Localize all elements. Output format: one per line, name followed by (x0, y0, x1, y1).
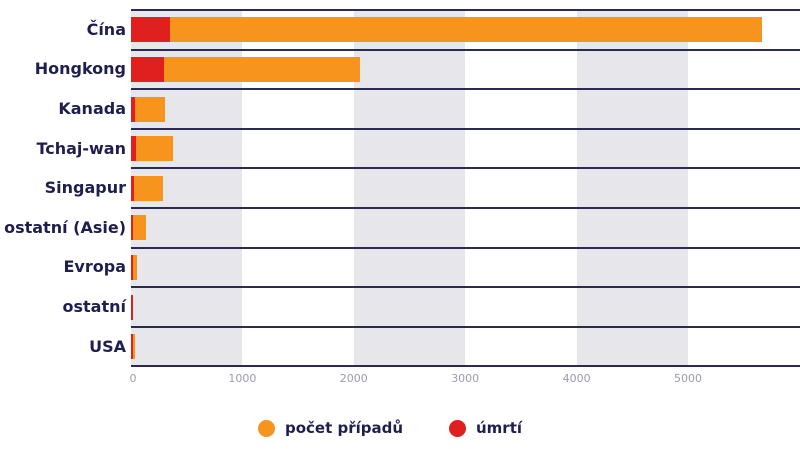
bar-deaths (131, 215, 133, 241)
x-tick-label: 1000 (228, 372, 257, 385)
row-divider (131, 9, 800, 11)
category-label: USA (89, 336, 126, 356)
bar-deaths (131, 334, 133, 360)
category-label: Tchaj-wan (36, 138, 126, 158)
bar-deaths (131, 17, 170, 43)
row-divider (131, 325, 800, 328)
bar-cases (131, 334, 135, 360)
grid-band (353, 10, 466, 366)
x-tick-label: 0 (129, 372, 137, 385)
category-label: Čína (86, 19, 126, 39)
row-divider (131, 365, 800, 368)
bar-cases (131, 96, 165, 122)
bar-deaths (131, 56, 164, 82)
category-label: Evropa (63, 257, 127, 277)
x-tick-label: 4000 (562, 372, 591, 385)
bar-deaths (131, 136, 136, 162)
row-divider (131, 286, 800, 289)
bar-cases (131, 175, 163, 201)
bar-cases (131, 254, 137, 280)
legend-label-deaths: úmrtí (476, 419, 523, 437)
legend-item-deaths: úmrtí (449, 419, 522, 437)
bar-cases (131, 136, 173, 162)
grid-band (576, 10, 688, 366)
row-divider (131, 88, 800, 91)
legend-label-cases: počet případů (285, 419, 404, 437)
row-divider (131, 167, 800, 170)
x-tick-label: 5000 (674, 372, 702, 385)
row-divider (131, 207, 800, 209)
cases-dot-icon (258, 419, 275, 437)
row-divider (131, 48, 800, 51)
bar-deaths (131, 175, 135, 201)
legend-item-cases: počet případů (258, 419, 403, 437)
category-label: Kanada (58, 99, 126, 118)
bar-cases (131, 17, 762, 43)
row-divider (131, 246, 800, 249)
row-divider (131, 127, 800, 130)
bar-cases (131, 56, 360, 82)
bar-deaths (131, 96, 136, 122)
x-tick-label: 2000 (339, 372, 368, 385)
deaths-dot-icon (449, 419, 466, 437)
bar-deaths (131, 254, 133, 280)
category-label: ostatní (62, 297, 126, 316)
x-tick-label: 3000 (451, 372, 480, 385)
category-label: ostatní (Asie) (4, 217, 126, 237)
category-label: Singapur (44, 178, 126, 198)
category-label: Hongkong (34, 59, 126, 79)
bar-cases (131, 215, 147, 241)
bar-deaths (131, 294, 133, 320)
